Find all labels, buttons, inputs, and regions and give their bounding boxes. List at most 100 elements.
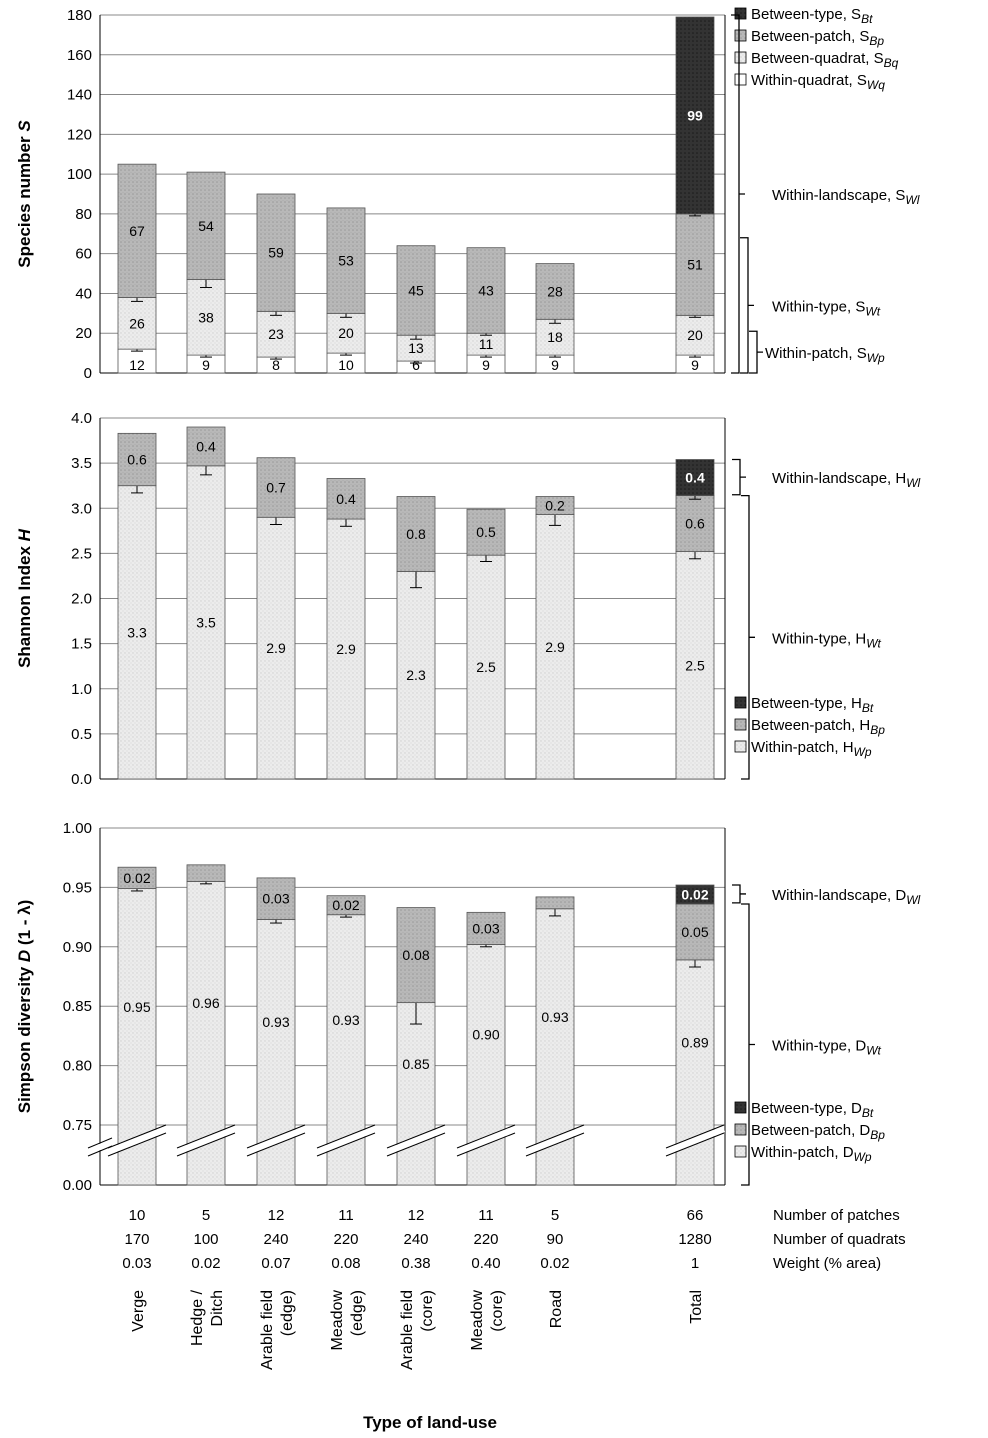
table-cell: 5: [202, 1207, 210, 1224]
bar-segment: [256, 457, 296, 518]
table-cell: 1: [691, 1255, 699, 1272]
category-label: Arable field: [399, 1290, 416, 1370]
table-cell: 11: [338, 1207, 354, 1224]
bar-segment: [396, 1002, 436, 1186]
legend-entry: Between-type, SBt: [751, 6, 873, 26]
axis-break-mark: [316, 1124, 376, 1149]
category-label: (edge): [279, 1290, 296, 1336]
axis-break-gap: [455, 1126, 517, 1155]
bracket: [732, 884, 746, 904]
bar-segment: [117, 485, 157, 780]
table-cell: 1280: [678, 1231, 711, 1248]
bar-segment: [466, 247, 506, 334]
data-label: 3.3: [127, 624, 147, 640]
data-label: 0.89: [681, 1034, 708, 1050]
data-label: 20: [338, 325, 354, 341]
data-label: 0.4: [685, 470, 705, 486]
sample-size-table: 10 5 12 11 12 11 5 66 Number of patches 170 100 240…: [122, 1207, 905, 1272]
category-label: Meadow: [469, 1290, 486, 1351]
table-cell: 0.02: [191, 1255, 220, 1272]
y-tick-label: 0: [84, 365, 92, 382]
axis-break-mark: [107, 1124, 167, 1149]
data-label: 0.6: [685, 516, 705, 532]
data-label: 2.5: [685, 657, 705, 673]
y-tick-label: 2.0: [71, 591, 92, 608]
category-label: (core): [489, 1290, 506, 1332]
bar-segment: [466, 508, 506, 556]
bar-segment: [675, 459, 715, 497]
axis-break-mark: [386, 1124, 446, 1149]
table-cell: 11: [478, 1207, 494, 1224]
y-tick-label: 0.0: [71, 771, 92, 788]
y-tick-label: 180: [67, 7, 92, 24]
table-cell: 12: [268, 1207, 285, 1224]
axis-break-gap: [664, 1126, 726, 1155]
bar-segment: [675, 884, 715, 905]
bar-segment: [117, 866, 157, 889]
data-label: 45: [408, 282, 424, 298]
data-label: 0.08: [402, 947, 429, 963]
table-cell: 10: [129, 1207, 146, 1224]
axis-break-gap: [315, 1126, 377, 1155]
category-label: Ditch: [209, 1290, 226, 1326]
y-tick-label: 0.85: [63, 998, 92, 1015]
table-cell: 66: [687, 1207, 704, 1224]
category-label: Road: [548, 1290, 565, 1328]
axis-break-mark: [87, 1145, 113, 1157]
legend-swatch: [734, 29, 747, 42]
data-label: 0.93: [541, 1009, 568, 1025]
data-label: 0.02: [681, 887, 708, 903]
y-tick-label: 1.5: [71, 636, 92, 653]
legend-entry: Between-patch, SBp: [751, 28, 884, 48]
y-tick-label: 80: [75, 206, 92, 223]
data-label: 0.7: [266, 479, 286, 495]
data-label: 0.2: [545, 498, 565, 514]
data-label: 0.5: [476, 524, 496, 540]
table-cell: 0.08: [331, 1255, 360, 1272]
bar-segment: [396, 907, 436, 1004]
axis-break-mark: [525, 1124, 585, 1149]
y-tick-label: 0.95: [63, 879, 92, 896]
data-label: 0.90: [472, 1027, 499, 1043]
category-label: Meadow: [329, 1290, 346, 1351]
bar-segment: [535, 318, 575, 356]
data-label: 0.93: [262, 1014, 289, 1030]
y-axis-label: Simpson diversity D (1 - λ): [15, 900, 34, 1114]
axis-break-gap: [106, 1126, 168, 1155]
category-label: Verge: [130, 1290, 147, 1332]
table-cell: 100: [193, 1231, 218, 1248]
legend-entry: Between-quadrat, SBq: [751, 50, 899, 70]
axis-break-mark: [87, 1137, 113, 1149]
axis-break-mark: [316, 1132, 376, 1157]
y-tick-label: 0.5: [71, 726, 92, 743]
data-label: 0.03: [262, 891, 289, 907]
table-cell: 0.07: [261, 1255, 290, 1272]
bar-segment: [535, 514, 575, 780]
table-cell: 12: [408, 1207, 425, 1224]
data-label: 0.02: [332, 897, 359, 913]
data-label: 12: [129, 357, 145, 373]
bar-segment: [326, 312, 366, 354]
data-label: 9: [691, 357, 699, 373]
data-label: 8: [272, 357, 280, 373]
bar-segment: [396, 496, 436, 572]
axis-break-gap: [385, 1126, 447, 1155]
bar-segment: [186, 864, 226, 882]
data-label: 53: [338, 253, 354, 269]
legend-swatch: [734, 51, 747, 64]
y-tick-label: 0.80: [63, 1058, 92, 1075]
data-label: 0.6: [127, 452, 147, 468]
y-tick-label: 0.75: [63, 1117, 92, 1134]
bracket: [749, 330, 763, 374]
bracket-label: Within-landscape, HWl: [772, 470, 921, 490]
y-tick-label: 120: [67, 126, 92, 143]
y-tick-label: 100: [67, 166, 92, 183]
data-label: 0.03: [472, 920, 499, 936]
y-tick-label: 3.0: [71, 500, 92, 517]
table-cell: 5: [551, 1207, 559, 1224]
category-axis-labels: Verge Hedge / Ditch Arable field (edge) Meado…: [130, 1289, 705, 1370]
data-label: 99: [687, 107, 703, 123]
y-tick-label: 4.0: [71, 410, 92, 427]
axis-break-mark: [246, 1132, 306, 1157]
data-label: 0.02: [123, 870, 150, 886]
